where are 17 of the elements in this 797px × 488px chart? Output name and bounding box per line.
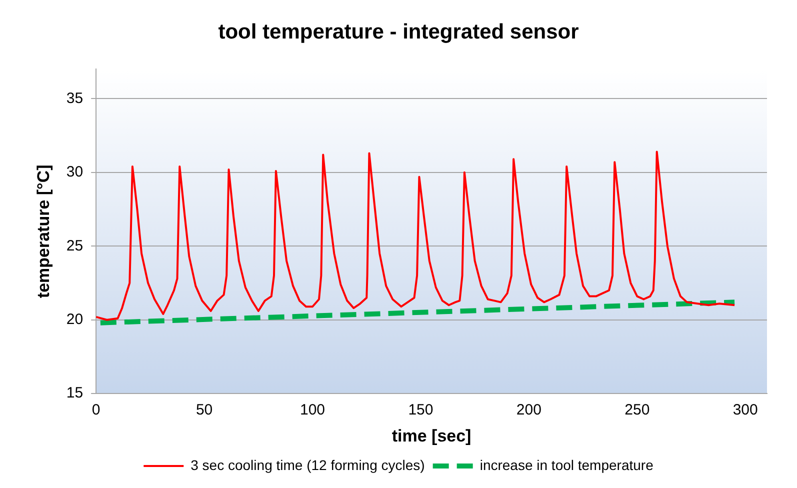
y-tick-label: 25 bbox=[66, 237, 84, 254]
x-tick-label: 0 bbox=[92, 402, 100, 419]
x-tick-label: 100 bbox=[300, 402, 326, 419]
x-tick-label: 250 bbox=[624, 402, 650, 419]
y-tick-label: 30 bbox=[66, 164, 84, 181]
x-tick-label: 50 bbox=[196, 402, 213, 419]
y-tick-label: 35 bbox=[66, 90, 84, 107]
y-axis-title: temperature [°C] bbox=[34, 164, 53, 298]
x-tick-label: 300 bbox=[732, 402, 758, 419]
x-tick-label: 200 bbox=[516, 402, 542, 419]
legend-label: increase in tool temperature bbox=[480, 456, 654, 473]
y-tick-label: 15 bbox=[66, 384, 84, 402]
y-tick-label: 20 bbox=[66, 311, 84, 328]
x-axis-title: time [sec] bbox=[392, 426, 472, 446]
x-tick-label: 150 bbox=[408, 402, 434, 419]
chart-title: tool temperature - integrated sensor bbox=[218, 20, 579, 44]
legend-label: 3 sec cooling time (12 forming cycles) bbox=[190, 456, 425, 473]
